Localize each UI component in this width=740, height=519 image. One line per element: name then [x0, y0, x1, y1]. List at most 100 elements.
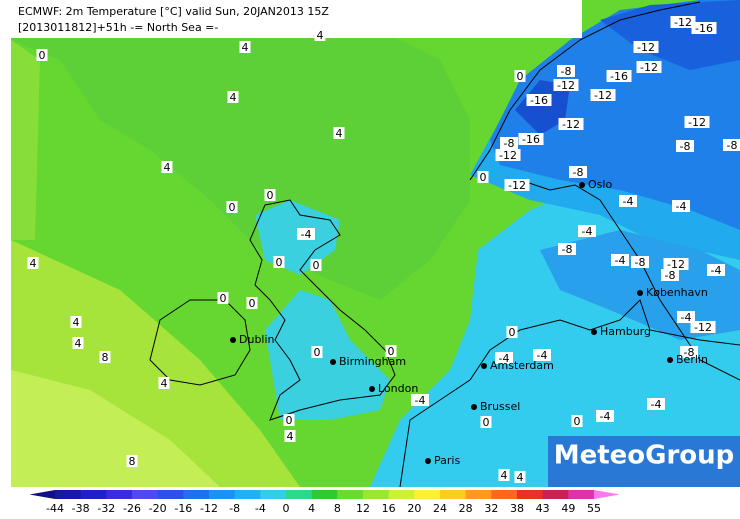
contour-label-box [684, 116, 710, 128]
contour-label-box [480, 416, 492, 428]
contour-label-box [99, 351, 111, 363]
colorbar-segment [55, 490, 82, 499]
contour-label-box [283, 414, 295, 426]
contour-label: 4 [242, 41, 249, 54]
colorbar-tick-label: -4 [255, 502, 266, 515]
city-dot [330, 359, 336, 365]
contour-label: -12 [594, 89, 612, 102]
contour-label-box [558, 243, 576, 255]
contour-label-box [518, 133, 544, 145]
contour-label: 4 [161, 377, 168, 390]
colorbar-tick-label: 20 [407, 502, 421, 515]
contour-label: 0 [483, 416, 490, 429]
city-label: Paris [434, 454, 460, 467]
contour-label: -12 [637, 41, 655, 54]
colorbar-segment [388, 490, 415, 499]
city-dot [667, 357, 673, 363]
colorbar-arrow [594, 490, 620, 499]
contour-label-box [495, 352, 513, 364]
contour-label: 4 [164, 161, 171, 174]
colorbar-segment [234, 490, 261, 499]
contour-label-box [226, 201, 238, 213]
colorbar-tick-label: -26 [123, 502, 141, 515]
contour-label: -12 [557, 79, 575, 92]
contour-label: -4 [711, 264, 722, 277]
contour-label: -8 [562, 243, 573, 256]
colorbar-segment [465, 490, 492, 499]
colorbar-segment [80, 490, 107, 499]
contour-label-box [680, 346, 698, 358]
contour-label: -8 [573, 166, 584, 179]
contour-label: 4 [30, 257, 37, 270]
contour-label: 0 [286, 414, 293, 427]
contour-label-box [514, 471, 526, 483]
contour-label: 0 [267, 189, 274, 202]
contour-label-box [498, 469, 510, 481]
contour-label: 4 [336, 127, 343, 140]
contour-label: 0 [388, 345, 395, 358]
contour-label-box [495, 149, 521, 161]
contour-label-box [661, 269, 679, 281]
colorbar-tick-label: -8 [229, 502, 240, 515]
contour-label: -12 [688, 116, 706, 129]
contour-label: 0 [276, 256, 283, 269]
contour-label: 4 [287, 430, 294, 443]
city-label: Hamburg [600, 325, 651, 338]
contour-label-box [707, 264, 725, 276]
colorbar-segment [491, 490, 518, 499]
contour-label: 4 [75, 337, 82, 350]
contour-label-box [677, 311, 695, 323]
contour-label: 4 [501, 469, 508, 482]
contour-label-box [264, 189, 276, 201]
colorbar-segment [106, 490, 133, 499]
colorbar-segment [260, 490, 287, 499]
contour-label: -8 [684, 346, 695, 359]
colorbar-segment [568, 490, 595, 499]
contour-label-box [670, 16, 696, 28]
colorbar-segment [440, 490, 467, 499]
colorbar-segment [363, 490, 390, 499]
contour-label-box [314, 29, 326, 41]
contour-label-box [723, 139, 740, 151]
contour-label: -8 [561, 65, 572, 78]
contour-label-box [227, 91, 239, 103]
contour-label: 0 [517, 70, 524, 83]
city-label: Amsterdam [490, 359, 554, 372]
contour-label-box [606, 70, 632, 82]
contour-label-box [297, 228, 315, 240]
contour-label: 4 [230, 91, 237, 104]
city-dot [230, 337, 236, 343]
contour-label-box [676, 140, 694, 152]
contour-label-box [571, 415, 583, 427]
colorbar-tick-label: 12 [356, 502, 370, 515]
colorbar-segment [183, 490, 210, 499]
contour-label-box [663, 258, 689, 270]
contour-label-box [611, 254, 629, 266]
contour-label-box [578, 225, 596, 237]
city-label: Dublin [239, 333, 275, 346]
contour-label-box [504, 179, 530, 191]
colorbar-tick-label: 0 [283, 502, 290, 515]
colorbar-tick-label: 55 [587, 502, 601, 515]
contour-label-box [217, 292, 229, 304]
contour-label-box [553, 79, 579, 91]
colorbar-segment [209, 490, 236, 499]
colorbar-tick-label: 49 [561, 502, 575, 515]
contour-label-box [631, 256, 649, 268]
contour-label-box [411, 394, 429, 406]
contour-label: 0 [313, 259, 320, 272]
city-dot [637, 290, 643, 296]
colorbar-segment [337, 490, 364, 499]
contour-label-box [333, 127, 345, 139]
colorbar-arrow [29, 490, 55, 499]
city-dot [591, 329, 597, 335]
contour-label: -4 [615, 254, 626, 267]
contour-label-box [284, 430, 296, 442]
contour-label: 4 [517, 471, 524, 484]
contour-label-box [477, 171, 489, 183]
city-dot [471, 404, 477, 410]
contour-label-box [526, 94, 552, 106]
contour-label: 4 [317, 29, 324, 42]
colorbar-tick-label: 24 [433, 502, 447, 515]
